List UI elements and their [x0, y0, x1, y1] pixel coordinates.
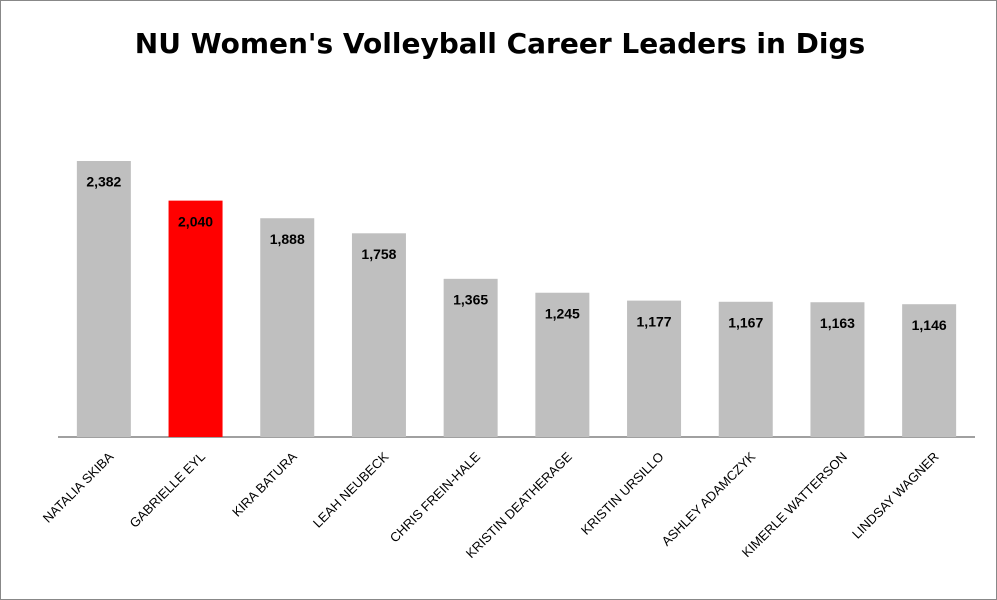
bar	[902, 304, 957, 437]
bar	[168, 200, 223, 437]
value-label: 1,167	[728, 314, 763, 330]
value-label: 1,365	[453, 292, 488, 308]
bar	[718, 301, 773, 437]
bar	[351, 233, 406, 437]
value-label: 1,888	[270, 231, 305, 247]
bar	[260, 218, 315, 437]
value-label: 1,146	[912, 317, 947, 333]
bar	[76, 161, 131, 437]
value-label: 1,245	[545, 305, 580, 321]
chart-title: NU Women's Volleyball Career Leaders in …	[135, 27, 865, 60]
value-label: 1,163	[820, 315, 855, 331]
value-label: 1,177	[637, 313, 672, 329]
value-label: 2,040	[178, 213, 213, 229]
bar	[443, 278, 498, 437]
value-label: 2,382	[86, 174, 121, 190]
bar	[627, 300, 682, 437]
value-label: 1,758	[361, 246, 396, 262]
bar	[810, 302, 865, 437]
bar	[535, 292, 590, 437]
